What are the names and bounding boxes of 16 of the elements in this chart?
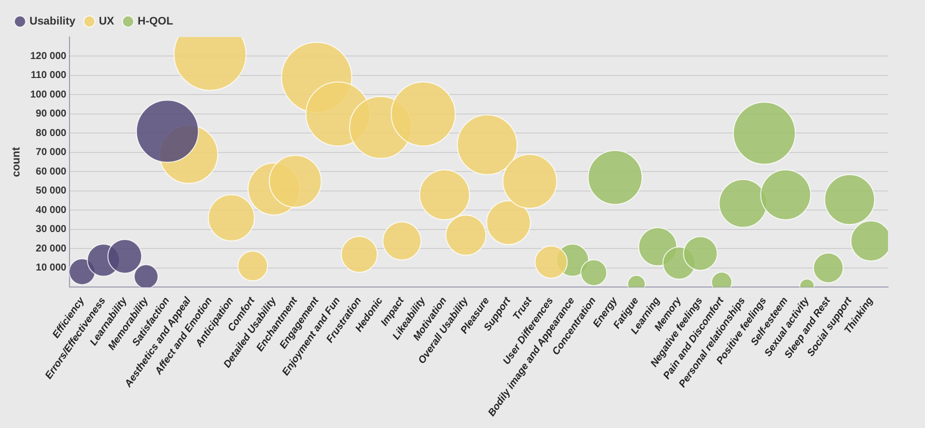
y-tick-label: 10 000 [36, 262, 67, 274]
legend-label: Usability [30, 16, 76, 28]
y-tick-label: 110 000 [30, 70, 67, 82]
y-tick-label: 90 000 [36, 108, 67, 120]
y-tick-label: 120 000 [30, 50, 67, 62]
y-tick-label: 50 000 [36, 186, 67, 197]
y-tick-label: 20 000 [36, 243, 67, 254]
legend-label: UX [98, 16, 115, 28]
y-tick-label: 30 000 [36, 224, 67, 236]
y-axis-title: count [10, 146, 23, 178]
y-tick-label: 80 000 [36, 128, 67, 139]
y-tick-label: 70 000 [36, 147, 67, 158]
y-tick-label: 40 000 [36, 204, 67, 216]
y-tick-label: 60 000 [36, 166, 67, 178]
legend-label: H-QOL [138, 16, 174, 28]
y-tick-label: 100 000 [30, 89, 67, 100]
